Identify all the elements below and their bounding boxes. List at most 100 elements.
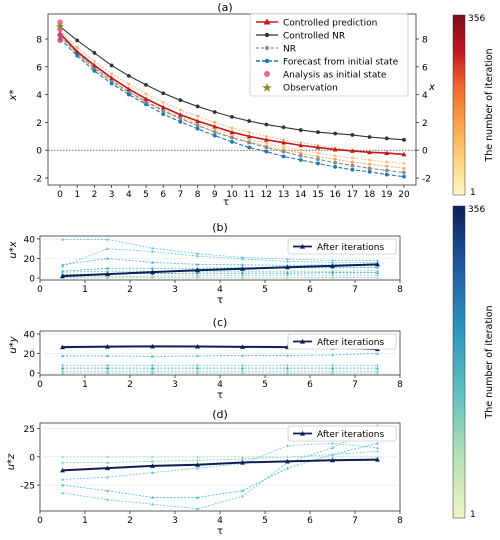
legend-a-item-3: Forecast from initial state [283, 58, 399, 68]
iteration-point [196, 354, 199, 358]
iteration-point [241, 274, 244, 277]
y-tick-label-right: 0 [422, 147, 428, 157]
iteration-point [151, 276, 154, 279]
series-point [109, 75, 115, 80]
x-tick-label: 8 [195, 190, 201, 200]
iteration-point [151, 502, 154, 506]
x-tick-label: 19 [381, 190, 393, 200]
x-tick-label: 2 [127, 516, 133, 526]
iteration-line [62, 442, 378, 498]
iteration-point [376, 441, 379, 445]
final-series-point [150, 269, 155, 275]
x-tick-label: 1 [82, 285, 88, 295]
iteration-point [196, 371, 199, 375]
iteration-point [376, 446, 379, 450]
iteration-point [376, 363, 379, 367]
colorbar-bottom-label: The number of iteration [484, 305, 495, 419]
series-point [230, 140, 234, 144]
x-tick-label: 7 [178, 190, 184, 200]
series-point [367, 135, 372, 139]
y-tick-label: 6 [36, 63, 42, 73]
iteration-point [282, 145, 285, 149]
iteration-point [196, 495, 199, 499]
panel-c-xlabel: τ [217, 390, 223, 401]
iteration-point [264, 141, 268, 145]
iteration-point [241, 353, 244, 357]
legend-label: After iterations [317, 338, 384, 348]
series-point [126, 92, 131, 97]
iteration-point [316, 151, 320, 155]
panel-a-ylabel: x* [8, 90, 19, 102]
y-tick-label: 0 [29, 275, 35, 285]
iteration-point [368, 162, 371, 166]
series-point [316, 161, 320, 166]
iteration-point [151, 371, 154, 375]
x-tick-label: 2 [127, 380, 133, 390]
series-point [264, 145, 269, 150]
iteration-point [286, 257, 289, 261]
legend-circle-marker [264, 58, 270, 64]
x-tick-label: 20 [398, 190, 410, 200]
series-point [144, 102, 148, 107]
x-tick-label: 5 [262, 380, 268, 390]
iteration-point [106, 276, 109, 280]
series-point [384, 172, 389, 177]
series-point [160, 104, 166, 110]
iteration-point [61, 491, 64, 495]
iteration-point [241, 256, 244, 259]
series-point [281, 149, 286, 154]
x-tick-label: 0 [37, 516, 43, 526]
legend-a-item-2: NR [283, 45, 296, 55]
iteration-point [331, 441, 334, 445]
x-tick-label: 2 [127, 285, 133, 295]
iteration-point [286, 276, 289, 279]
final-series-point [330, 457, 335, 463]
iteration-point [299, 148, 303, 152]
iteration-point [286, 353, 289, 357]
iteration-point [61, 270, 64, 274]
iteration-point [106, 354, 109, 358]
iteration-point [241, 371, 244, 375]
y-tick-label: 40 [24, 235, 36, 245]
final-series-point [195, 462, 200, 467]
x-tick-label: 3 [172, 380, 178, 390]
iteration-line [62, 424, 378, 510]
iteration-point [151, 246, 154, 250]
iteration-point [264, 134, 268, 138]
iteration-point [151, 459, 154, 463]
x-tick-label: 7 [352, 380, 358, 390]
iteration-point [127, 82, 131, 86]
legend-label: After iterations [317, 243, 384, 253]
legend-box [287, 425, 397, 442]
iteration-line [62, 442, 378, 480]
iteration-point [61, 371, 64, 375]
panel-b-title: (b) [212, 221, 228, 234]
final-series-point [285, 458, 290, 464]
legend-a-item-0: Controlled prediction [283, 19, 377, 29]
x-tick-label: 4 [217, 380, 223, 390]
x-tick-label: 6 [307, 380, 313, 390]
x-tick-label: 13 [278, 190, 289, 200]
series-point [316, 157, 320, 162]
x-tick-label: 6 [307, 516, 313, 526]
x-tick-label: 5 [262, 285, 268, 295]
series-point [92, 69, 97, 73]
x-tick-label: 18 [364, 190, 376, 200]
iteration-point [376, 371, 379, 375]
iteration-point [241, 263, 244, 267]
iteration-point [331, 455, 334, 459]
series-point [92, 51, 97, 55]
iteration-point [61, 369, 64, 373]
x-tick-label: 8 [397, 516, 403, 526]
legend-a-item-5: Observation [283, 84, 338, 94]
iteration-point [241, 494, 244, 498]
iteration-point [286, 466, 289, 470]
iteration-point [241, 269, 244, 273]
series-point [402, 170, 406, 175]
panel-d-ylabel: u*z [6, 453, 17, 470]
panel-b-xlabel: τ [217, 295, 223, 306]
final-series-line [62, 458, 378, 472]
series-point [367, 149, 372, 155]
final-series-point [330, 263, 335, 268]
x-tick-label: 9 [212, 190, 218, 200]
